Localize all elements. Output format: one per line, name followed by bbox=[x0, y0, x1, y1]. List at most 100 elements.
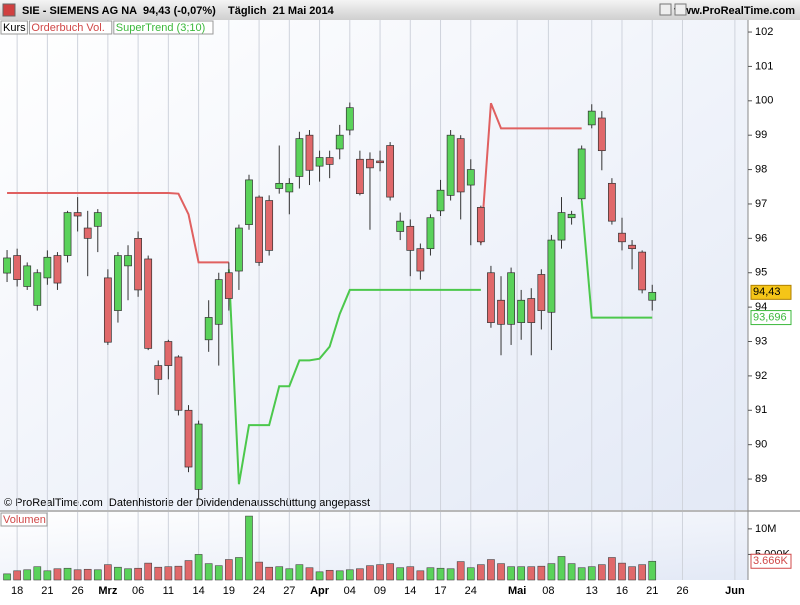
volume-bar bbox=[154, 566, 163, 581]
legend-label: Kurs bbox=[3, 22, 26, 34]
last-value-label: 3.666K bbox=[753, 555, 789, 567]
candle-body bbox=[386, 145, 395, 198]
volume-bar bbox=[245, 515, 253, 581]
x-tick-label: 27 bbox=[283, 585, 295, 597]
candle-body bbox=[406, 225, 415, 251]
x-tick-label: 04 bbox=[344, 585, 356, 597]
y-tick-label: 90 bbox=[755, 439, 767, 451]
volume-bar bbox=[345, 569, 354, 581]
volume-bar bbox=[466, 567, 475, 581]
y-tick-label: 95 bbox=[755, 267, 767, 279]
candle-body bbox=[426, 217, 435, 250]
volume-bar bbox=[104, 564, 112, 581]
volume-bar bbox=[225, 559, 233, 581]
legend-label: SuperTrend (3;10) bbox=[116, 22, 205, 34]
candle-body bbox=[83, 227, 92, 239]
x-tick-label: 13 bbox=[586, 585, 598, 597]
volume-title: Volumen bbox=[3, 514, 46, 526]
volume-bar bbox=[33, 566, 42, 581]
candle-body bbox=[93, 212, 102, 227]
last-value-label: 93,696 bbox=[753, 311, 787, 323]
volume-bar bbox=[194, 554, 203, 581]
volume-bar bbox=[335, 570, 344, 581]
candle-body bbox=[396, 220, 405, 232]
candle-body bbox=[567, 213, 576, 219]
candle-body bbox=[587, 110, 596, 126]
volume-bar bbox=[43, 570, 52, 581]
candle-body bbox=[275, 182, 284, 189]
y-tick-label: 96 bbox=[755, 232, 767, 244]
y-tick-label: 98 bbox=[755, 163, 767, 175]
header-icon bbox=[2, 3, 16, 17]
volume-bar bbox=[416, 570, 425, 581]
volume-bar bbox=[13, 570, 21, 581]
window-button[interactable] bbox=[659, 3, 672, 16]
volume-bar bbox=[567, 563, 576, 581]
candle-body bbox=[366, 158, 374, 169]
candle-body bbox=[476, 207, 485, 243]
volume-bar bbox=[255, 561, 263, 581]
legend-label: Orderbuch Vol. bbox=[31, 22, 104, 34]
candle-body bbox=[356, 158, 364, 194]
candle-body bbox=[63, 212, 72, 256]
candle-body bbox=[547, 239, 556, 313]
header-quote: 94,43 (-0,07%) bbox=[143, 5, 216, 17]
volume-bar bbox=[73, 569, 82, 581]
volume-bar bbox=[587, 566, 596, 581]
x-tick-label: 16 bbox=[616, 585, 628, 597]
volume-bar bbox=[356, 568, 364, 581]
volume-bar bbox=[527, 566, 536, 581]
candle-body bbox=[13, 255, 22, 280]
x-tick-label: 24 bbox=[253, 585, 265, 597]
candle-body bbox=[628, 244, 636, 250]
candle-body bbox=[23, 265, 32, 287]
x-tick-label: Mai bbox=[508, 585, 526, 597]
volume-bar bbox=[406, 566, 415, 581]
volume-bar bbox=[386, 563, 394, 581]
last-value-box bbox=[750, 553, 792, 569]
volume-bar bbox=[376, 564, 384, 581]
candle-body bbox=[305, 134, 314, 171]
last-value-box bbox=[750, 310, 792, 326]
candle-body bbox=[204, 317, 213, 341]
supertrend-line bbox=[227, 200, 653, 485]
volume-bar bbox=[547, 563, 556, 581]
y-tick-label: 93 bbox=[755, 335, 767, 347]
candle-body bbox=[577, 148, 586, 200]
candle-body bbox=[517, 299, 526, 323]
volume-title-box bbox=[0, 512, 48, 527]
volume-bar bbox=[315, 571, 324, 581]
window-button[interactable] bbox=[674, 3, 687, 16]
last-value-box bbox=[750, 284, 792, 300]
volume-bar bbox=[114, 566, 122, 581]
candle-body bbox=[527, 298, 536, 323]
candle-body bbox=[335, 134, 344, 150]
volume-bar bbox=[577, 567, 586, 581]
footer-note: © ProRealTime.com Datenhistorie der Divi… bbox=[4, 497, 370, 509]
y-tick-label: 91 bbox=[755, 404, 767, 416]
candle-body bbox=[224, 272, 233, 299]
volume-bar bbox=[134, 567, 142, 581]
x-tick-label: 26 bbox=[71, 585, 83, 597]
volume-bar bbox=[648, 560, 657, 581]
volume-bar bbox=[557, 556, 566, 581]
x-tick-label: 26 bbox=[676, 585, 688, 597]
x-tick-label: Mrz bbox=[98, 585, 117, 597]
volume-bar bbox=[53, 568, 62, 581]
volume-bar bbox=[537, 565, 546, 581]
candle-body bbox=[436, 189, 445, 212]
candle-body bbox=[194, 423, 203, 490]
candle-body bbox=[255, 196, 263, 263]
volume-bar bbox=[597, 564, 606, 581]
volume-bar bbox=[124, 568, 132, 581]
x-tick-label: Jun bbox=[725, 585, 745, 597]
candle-body bbox=[265, 200, 274, 251]
candle-body bbox=[456, 138, 465, 193]
x-tick-label: 21 bbox=[41, 585, 53, 597]
candle-body bbox=[618, 232, 626, 243]
header-symbol: SIE - SIEMENS AG NA bbox=[22, 5, 137, 17]
candle-body bbox=[446, 134, 455, 196]
volume-bar bbox=[305, 567, 314, 581]
volume-bar bbox=[184, 560, 193, 581]
volume-bar bbox=[618, 562, 626, 581]
